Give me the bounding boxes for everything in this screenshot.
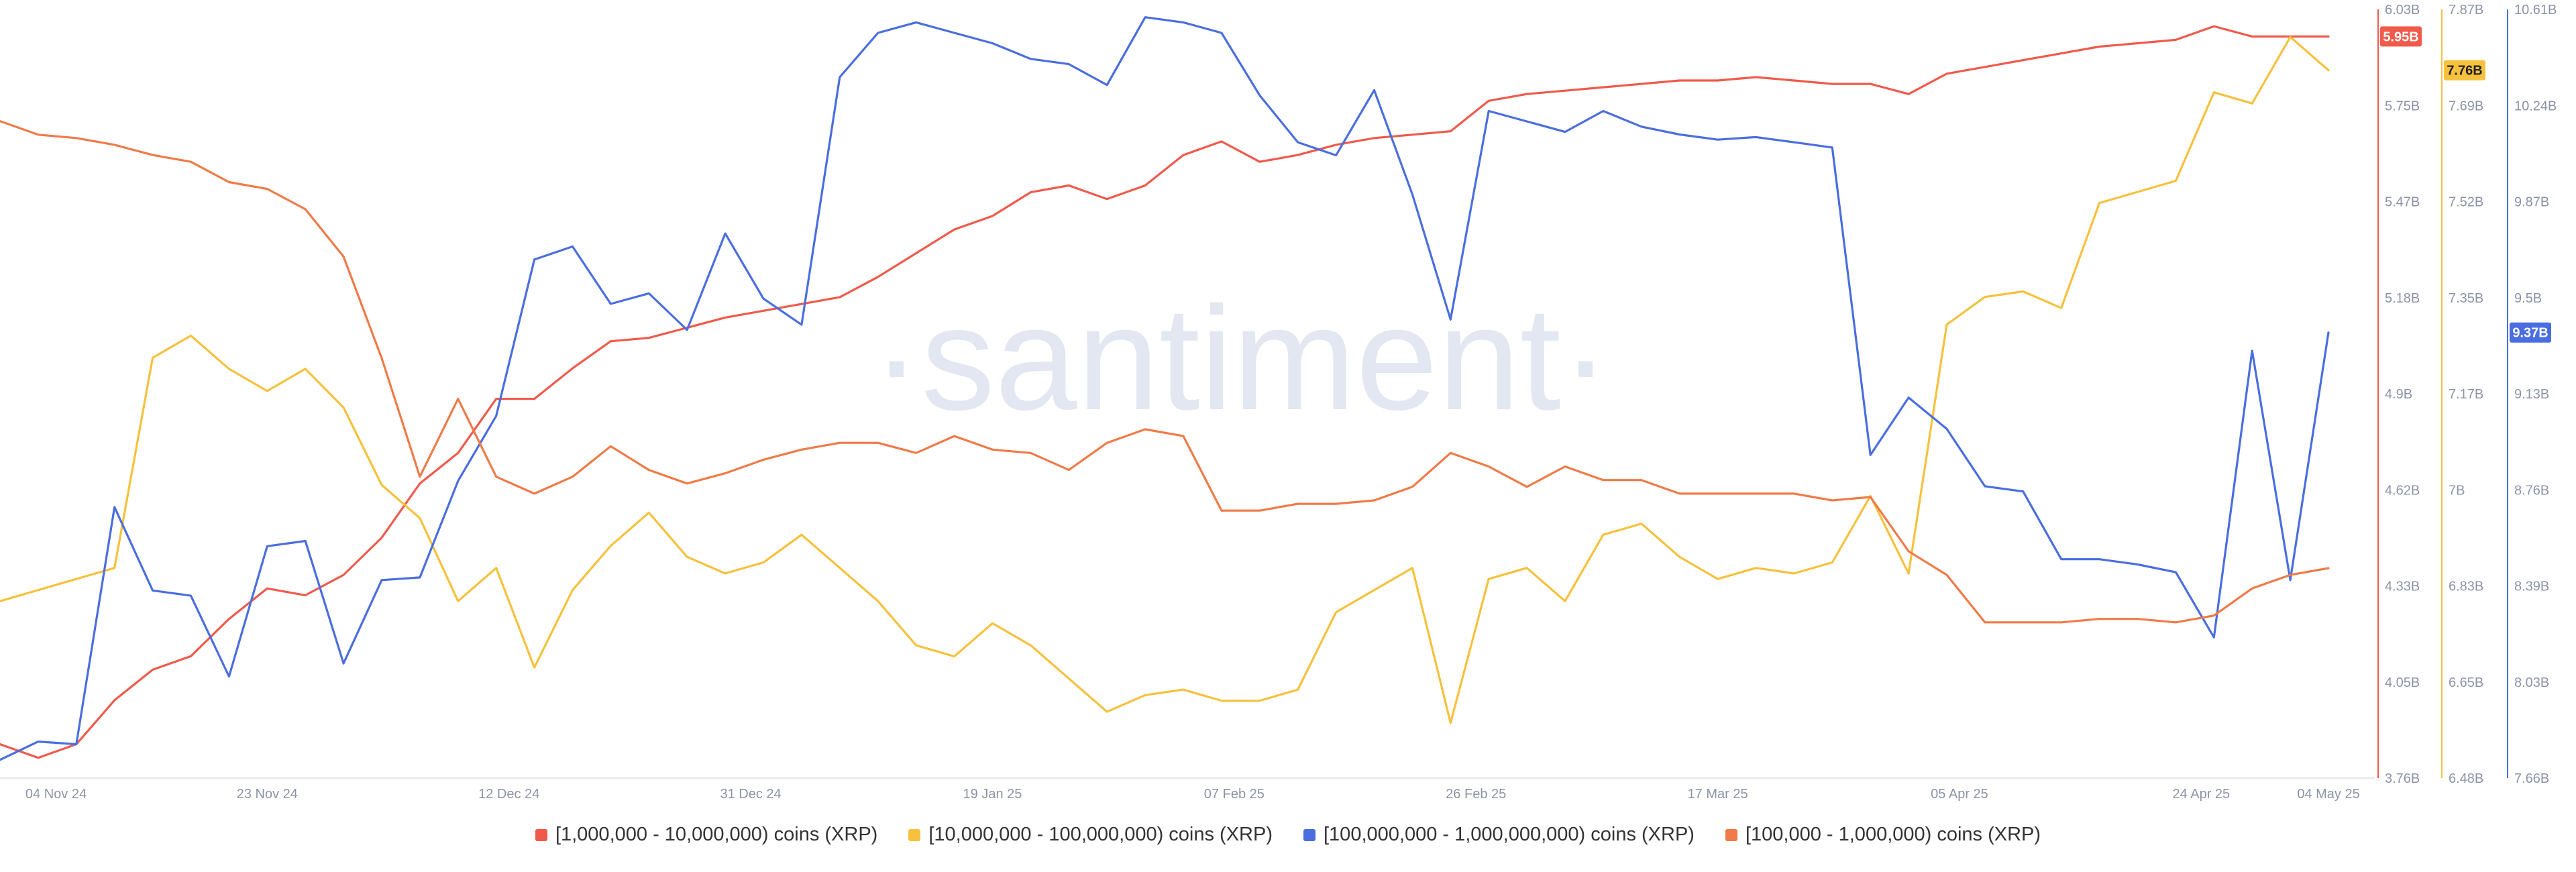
legend-label: [1,000,000 - 10,000,000) coins (XRP) — [555, 824, 878, 845]
y-tick-label-red: 4.33B — [2385, 580, 2420, 594]
current-value-labels: 5.95B 7.76B 9.37B — [2380, 26, 2551, 343]
legend-swatch-yellow — [908, 828, 921, 841]
x-tick-label: 04 May 25 — [2297, 787, 2359, 802]
series-line-3 — [0, 120, 2330, 624]
series-lines — [0, 16, 2330, 761]
x-tick-label: 04 Nov 24 — [25, 787, 87, 802]
y-tick-label-red: 4.05B — [2385, 675, 2420, 690]
legend-label: [100,000,000 - 1,000,000,000) coins (XRP… — [1324, 824, 1695, 845]
legend-item-1m-10m[interactable]: [1,000,000 - 10,000,000) coins (XRP) — [535, 824, 877, 846]
current-value-label-red: 5.95B — [2383, 30, 2418, 44]
legend: [1,000,000 - 10,000,000) coins (XRP) [10… — [0, 824, 2576, 846]
current-value-badge-yellow — [2444, 60, 2485, 80]
y-tick-label-yellow: 6.48B — [2449, 771, 2483, 786]
watermark: ·santiment· — [872, 276, 1610, 441]
axes: 6.03B 5.75B 5.47B 5.18B 4.9B 4.62B 4.33B 4.05B 3… — [2377, 3, 2557, 786]
y-tick-label-blue: 7.66B — [2514, 771, 2549, 786]
legend-swatch-blue — [1303, 828, 1316, 841]
y-tick-label-red: 5.18B — [2385, 291, 2420, 306]
y-tick-label-red: 3.76B — [2385, 771, 2420, 786]
y-tick-label-red: 5.47B — [2385, 195, 2420, 210]
y-tick-label-blue: 8.76B — [2514, 483, 2549, 498]
legend-swatch-orange — [1725, 828, 1737, 841]
x-tick-label: 17 Mar 25 — [1688, 787, 1748, 802]
series-line-0 — [0, 25, 2330, 759]
legend-item-100m-1b[interactable]: [100,000,000 - 1,000,000,000) coins (XRP… — [1303, 824, 1695, 846]
legend-label: [10,000,000 - 100,000,000) coins (XRP) — [928, 824, 1273, 845]
y-tick-label-red: 6.03B — [2385, 3, 2420, 17]
series-line-1 — [0, 36, 2330, 724]
x-tick-label: 23 Nov 24 — [237, 787, 298, 802]
x-tick-label: 26 Feb 25 — [1446, 787, 1506, 802]
x-axis-ticks: 04 Nov 24 23 Nov 24 12 Dec 24 31 Dec 24 19 J… — [0, 777, 2375, 802]
y-tick-label-yellow: 7.35B — [2449, 291, 2483, 306]
y-tick-label-blue: 8.39B — [2514, 580, 2549, 594]
legend-swatch-red — [535, 828, 547, 841]
y-tick-label-yellow: 7.17B — [2449, 387, 2483, 402]
y-tick-label-yellow: 7.69B — [2449, 99, 2483, 113]
y-tick-label-blue: 8.03B — [2514, 675, 2549, 690]
current-value-label-yellow: 7.76B — [2447, 64, 2482, 78]
x-tick-label: 19 Jan 25 — [963, 787, 1022, 802]
y-tick-label-blue: 9.13B — [2514, 387, 2549, 402]
y-tick-label-red: 4.62B — [2385, 483, 2420, 498]
series-line-2 — [0, 16, 2330, 761]
x-tick-label: 12 Dec 24 — [478, 787, 539, 802]
y-tick-label-blue: 10.61B — [2514, 3, 2557, 17]
x-tick-label: 31 Dec 24 — [720, 787, 781, 802]
current-value-badge-blue — [2510, 322, 2551, 343]
x-tick-label: 05 Apr 25 — [1931, 787, 1988, 802]
y-tick-label-red: 5.75B — [2385, 99, 2420, 113]
legend-label: [100,000 - 1,000,000) coins (XRP) — [1745, 824, 2041, 845]
current-value-label-blue: 9.37B — [2512, 326, 2548, 341]
y-tick-label-red: 4.9B — [2385, 387, 2412, 402]
y-tick-label-blue: 9.5B — [2514, 291, 2542, 306]
current-value-badge-red — [2380, 26, 2422, 47]
y-tick-label-yellow: 6.65B — [2449, 675, 2483, 690]
y-tick-label-blue: 9.87B — [2514, 195, 2549, 210]
y-tick-label-yellow: 7.52B — [2449, 195, 2483, 210]
x-tick-label: 07 Feb 25 — [1204, 787, 1265, 802]
y-tick-label-yellow: 7B — [2449, 483, 2465, 498]
legend-item-10m-100m[interactable]: [10,000,000 - 100,000,000) coins (XRP) — [908, 824, 1273, 846]
y-tick-label-yellow: 6.83B — [2449, 580, 2483, 594]
y-tick-label-blue: 10.24B — [2514, 99, 2557, 113]
y-tick-label-yellow: 7.87B — [2449, 3, 2483, 17]
x-tick-label: 24 Apr 25 — [2173, 787, 2231, 802]
legend-item-100k-1m[interactable]: [100,000 - 1,000,000) coins (XRP) — [1725, 824, 2041, 846]
